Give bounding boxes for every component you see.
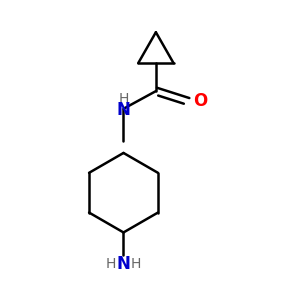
Text: H: H [106, 257, 116, 271]
Text: H: H [131, 257, 141, 271]
Text: O: O [194, 92, 208, 110]
Text: H: H [118, 92, 129, 106]
Text: N: N [117, 101, 130, 119]
Text: N: N [117, 255, 130, 273]
